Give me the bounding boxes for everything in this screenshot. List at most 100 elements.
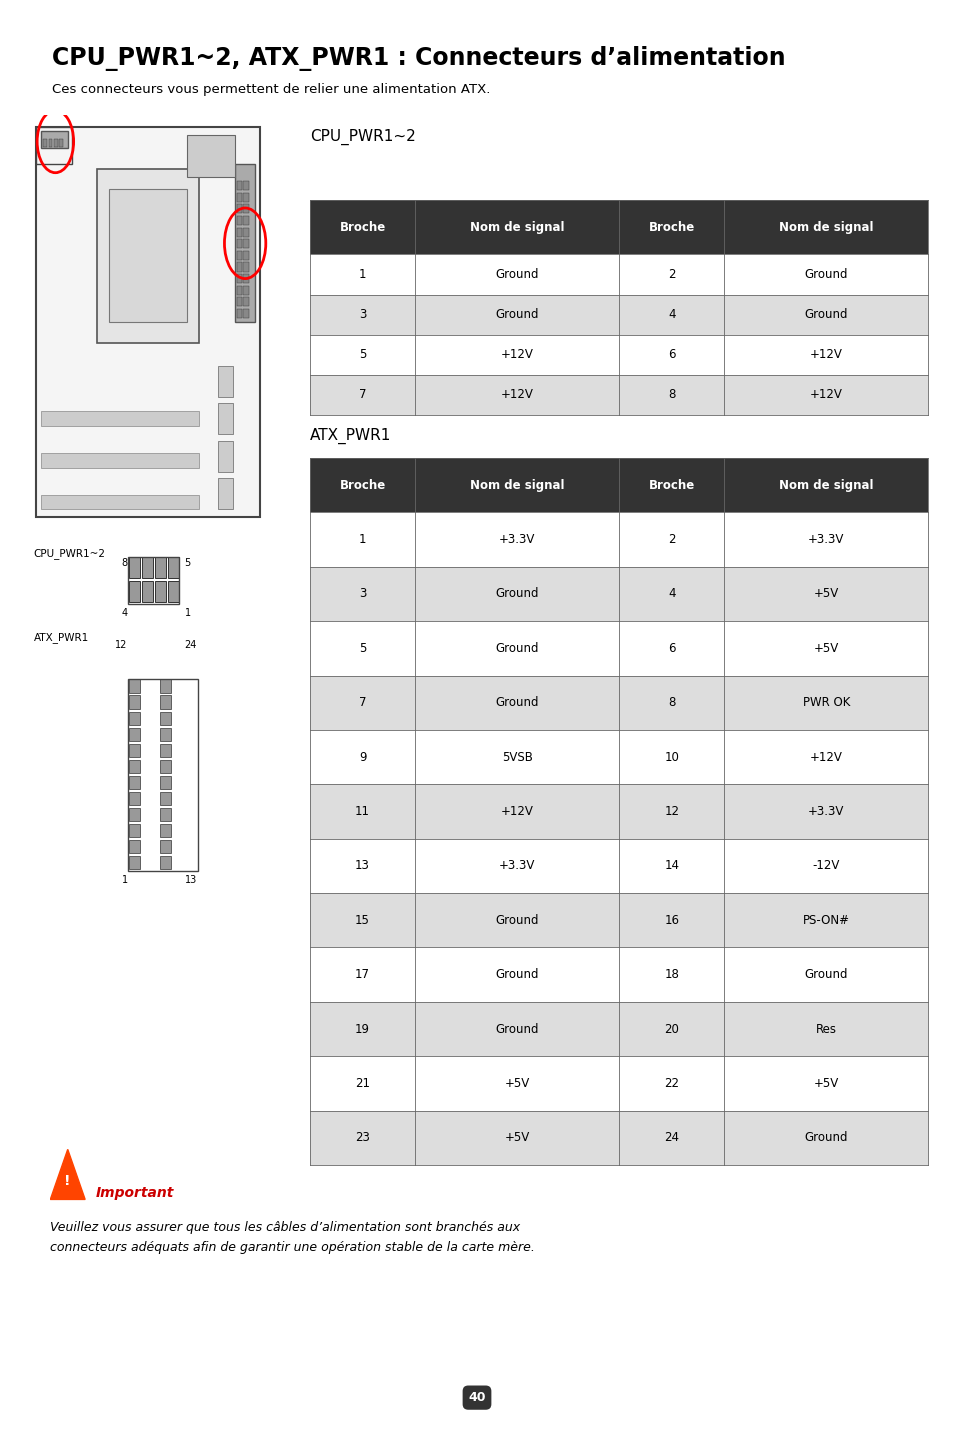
Text: PWR OK: PWR OK xyxy=(801,696,849,709)
Text: +3.3V: +3.3V xyxy=(498,859,535,872)
Text: 12: 12 xyxy=(115,640,128,650)
Bar xyxy=(243,285,249,295)
Bar xyxy=(41,132,68,147)
Bar xyxy=(310,785,415,839)
Bar xyxy=(310,1111,415,1166)
Bar xyxy=(236,251,242,261)
Text: 22: 22 xyxy=(663,1077,679,1090)
Text: 1: 1 xyxy=(358,268,366,281)
Text: Ces connecteurs vous permettent de relier une alimentation ATX.: Ces connecteurs vous permettent de relie… xyxy=(52,83,491,96)
Bar xyxy=(723,335,927,375)
Bar xyxy=(310,200,415,255)
Text: Nom de signal: Nom de signal xyxy=(779,221,873,233)
Text: Nom de signal: Nom de signal xyxy=(779,478,873,491)
Bar xyxy=(129,581,140,601)
Bar xyxy=(415,567,618,621)
Bar xyxy=(243,180,249,190)
Text: 16: 16 xyxy=(663,914,679,927)
Text: +12V: +12V xyxy=(809,750,841,763)
Bar xyxy=(415,335,618,375)
Bar xyxy=(310,335,415,375)
Bar xyxy=(723,676,927,730)
Bar xyxy=(723,1111,927,1166)
Bar xyxy=(723,1057,927,1111)
Bar xyxy=(109,189,187,322)
Bar xyxy=(618,375,723,415)
Bar xyxy=(129,823,140,838)
Bar xyxy=(96,169,198,342)
Bar xyxy=(128,679,197,871)
Bar xyxy=(243,239,249,248)
Text: 21: 21 xyxy=(355,1077,370,1090)
Bar xyxy=(415,948,618,1002)
Text: +12V: +12V xyxy=(500,388,533,401)
Text: 8: 8 xyxy=(667,388,675,401)
Bar xyxy=(723,621,927,676)
Bar xyxy=(187,136,235,178)
Text: 17: 17 xyxy=(355,968,370,981)
Text: 7: 7 xyxy=(358,696,366,709)
Text: Broche: Broche xyxy=(648,478,694,491)
Bar xyxy=(310,513,415,567)
Bar xyxy=(236,298,242,306)
Bar xyxy=(310,676,415,730)
Bar xyxy=(243,228,249,236)
Text: 1: 1 xyxy=(358,533,366,546)
Bar xyxy=(243,205,249,213)
Bar xyxy=(310,1002,415,1057)
Bar xyxy=(129,712,140,725)
Bar xyxy=(618,335,723,375)
Bar xyxy=(415,894,618,948)
Text: +3.3V: +3.3V xyxy=(807,533,843,546)
Bar xyxy=(243,251,249,261)
Bar xyxy=(236,180,242,190)
Bar xyxy=(618,295,723,335)
Text: Ground: Ground xyxy=(495,642,538,654)
Bar xyxy=(618,255,723,295)
Bar xyxy=(310,730,415,785)
Bar xyxy=(168,557,178,579)
Bar xyxy=(310,1057,415,1111)
Bar xyxy=(129,759,140,773)
Text: Ground: Ground xyxy=(803,1131,847,1144)
Bar xyxy=(154,557,166,579)
Text: 6: 6 xyxy=(667,642,675,654)
Bar xyxy=(310,255,415,295)
Bar xyxy=(159,792,171,805)
Bar xyxy=(218,404,233,434)
Bar xyxy=(235,165,254,322)
Bar xyxy=(159,696,171,709)
Text: Broche: Broche xyxy=(339,478,385,491)
Bar xyxy=(159,743,171,758)
Text: CPU_PWR1~2: CPU_PWR1~2 xyxy=(33,548,106,560)
Bar xyxy=(129,776,140,789)
Bar xyxy=(723,839,927,894)
Bar xyxy=(129,743,140,758)
Bar xyxy=(723,894,927,948)
Text: 23: 23 xyxy=(355,1131,370,1144)
Text: +5V: +5V xyxy=(813,642,838,654)
Text: 2: 2 xyxy=(667,268,675,281)
Bar xyxy=(723,730,927,785)
Text: 5: 5 xyxy=(184,558,191,569)
Text: 4: 4 xyxy=(667,308,675,321)
Bar xyxy=(243,193,249,202)
Text: 5: 5 xyxy=(358,642,366,654)
Bar xyxy=(129,696,140,709)
Bar xyxy=(723,458,927,513)
Text: Ground: Ground xyxy=(495,1022,538,1035)
Bar xyxy=(236,285,242,295)
Bar xyxy=(618,676,723,730)
Text: -12V: -12V xyxy=(812,859,839,872)
Bar xyxy=(243,274,249,284)
Bar xyxy=(218,478,233,510)
Bar xyxy=(43,139,47,147)
Bar xyxy=(129,839,140,853)
Text: 3: 3 xyxy=(358,587,366,600)
Text: Ground: Ground xyxy=(495,308,538,321)
Bar xyxy=(723,567,927,621)
Bar xyxy=(415,676,618,730)
Text: +5V: +5V xyxy=(813,587,838,600)
Text: 11: 11 xyxy=(355,805,370,818)
Bar xyxy=(310,948,415,1002)
